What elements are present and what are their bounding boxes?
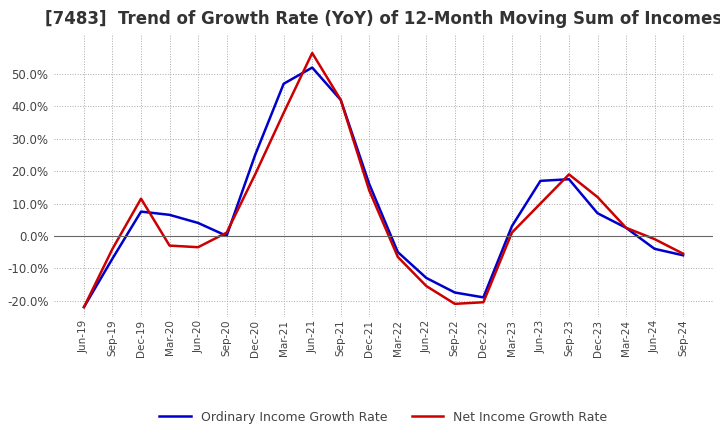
- Ordinary Income Growth Rate: [593, 211, 602, 216]
- Ordinary Income Growth Rate: [251, 152, 259, 158]
- Net Income Growth Rate: [222, 230, 231, 235]
- Net Income Growth Rate: [365, 188, 374, 193]
- Ordinary Income Growth Rate: [422, 275, 431, 281]
- Ordinary Income Growth Rate: [679, 253, 688, 258]
- Net Income Growth Rate: [80, 304, 89, 310]
- Net Income Growth Rate: [393, 254, 402, 260]
- Ordinary Income Growth Rate: [194, 220, 202, 226]
- Line: Ordinary Income Growth Rate: Ordinary Income Growth Rate: [84, 68, 683, 307]
- Ordinary Income Growth Rate: [393, 249, 402, 255]
- Ordinary Income Growth Rate: [336, 97, 345, 103]
- Ordinary Income Growth Rate: [479, 295, 487, 300]
- Ordinary Income Growth Rate: [508, 224, 516, 229]
- Ordinary Income Growth Rate: [536, 178, 545, 183]
- Net Income Growth Rate: [508, 230, 516, 235]
- Ordinary Income Growth Rate: [165, 212, 174, 217]
- Legend: Ordinary Income Growth Rate, Net Income Growth Rate: Ordinary Income Growth Rate, Net Income …: [155, 406, 613, 429]
- Net Income Growth Rate: [479, 300, 487, 305]
- Ordinary Income Growth Rate: [451, 290, 459, 295]
- Net Income Growth Rate: [564, 172, 573, 177]
- Net Income Growth Rate: [279, 110, 288, 116]
- Net Income Growth Rate: [194, 245, 202, 250]
- Net Income Growth Rate: [336, 97, 345, 103]
- Net Income Growth Rate: [137, 196, 145, 201]
- Ordinary Income Growth Rate: [108, 256, 117, 261]
- Net Income Growth Rate: [593, 194, 602, 200]
- Net Income Growth Rate: [251, 172, 259, 177]
- Net Income Growth Rate: [650, 236, 659, 242]
- Ordinary Income Growth Rate: [564, 176, 573, 182]
- Ordinary Income Growth Rate: [137, 209, 145, 214]
- Net Income Growth Rate: [679, 251, 688, 257]
- Ordinary Income Growth Rate: [650, 246, 659, 252]
- Net Income Growth Rate: [308, 50, 317, 55]
- Ordinary Income Growth Rate: [621, 225, 630, 231]
- Ordinary Income Growth Rate: [80, 304, 89, 310]
- Net Income Growth Rate: [621, 225, 630, 231]
- Ordinary Income Growth Rate: [279, 81, 288, 86]
- Net Income Growth Rate: [451, 301, 459, 307]
- Net Income Growth Rate: [422, 283, 431, 289]
- Net Income Growth Rate: [108, 246, 117, 252]
- Line: Net Income Growth Rate: Net Income Growth Rate: [84, 53, 683, 307]
- Ordinary Income Growth Rate: [222, 233, 231, 238]
- Title: [7483]  Trend of Growth Rate (YoY) of 12-Month Moving Sum of Incomes: [7483] Trend of Growth Rate (YoY) of 12-…: [45, 10, 720, 28]
- Net Income Growth Rate: [536, 201, 545, 206]
- Ordinary Income Growth Rate: [308, 65, 317, 70]
- Ordinary Income Growth Rate: [365, 181, 374, 187]
- Net Income Growth Rate: [165, 243, 174, 248]
